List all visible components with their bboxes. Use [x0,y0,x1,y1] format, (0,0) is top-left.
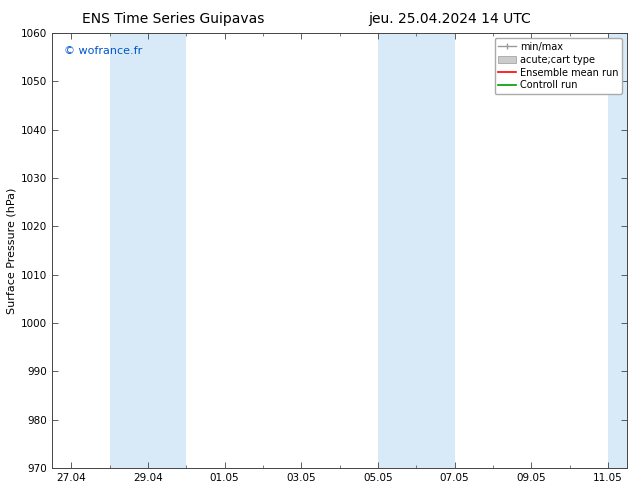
Bar [608,33,627,468]
Legend: min/max, acute;cart type, Ensemble mean run, Controll run: min/max, acute;cart type, Ensemble mean … [495,38,622,95]
Y-axis label: Surface Pressure (hPa): Surface Pressure (hPa) [7,187,17,314]
Text: ENS Time Series Guipavas: ENS Time Series Guipavas [82,12,265,26]
Bar [148,33,186,468]
Text: © wofrance.fr: © wofrance.fr [64,46,142,56]
Text: jeu. 25.04.2024 14 UTC: jeu. 25.04.2024 14 UTC [368,12,531,26]
Bar [378,33,417,468]
Bar [110,33,148,468]
Bar [417,33,455,468]
